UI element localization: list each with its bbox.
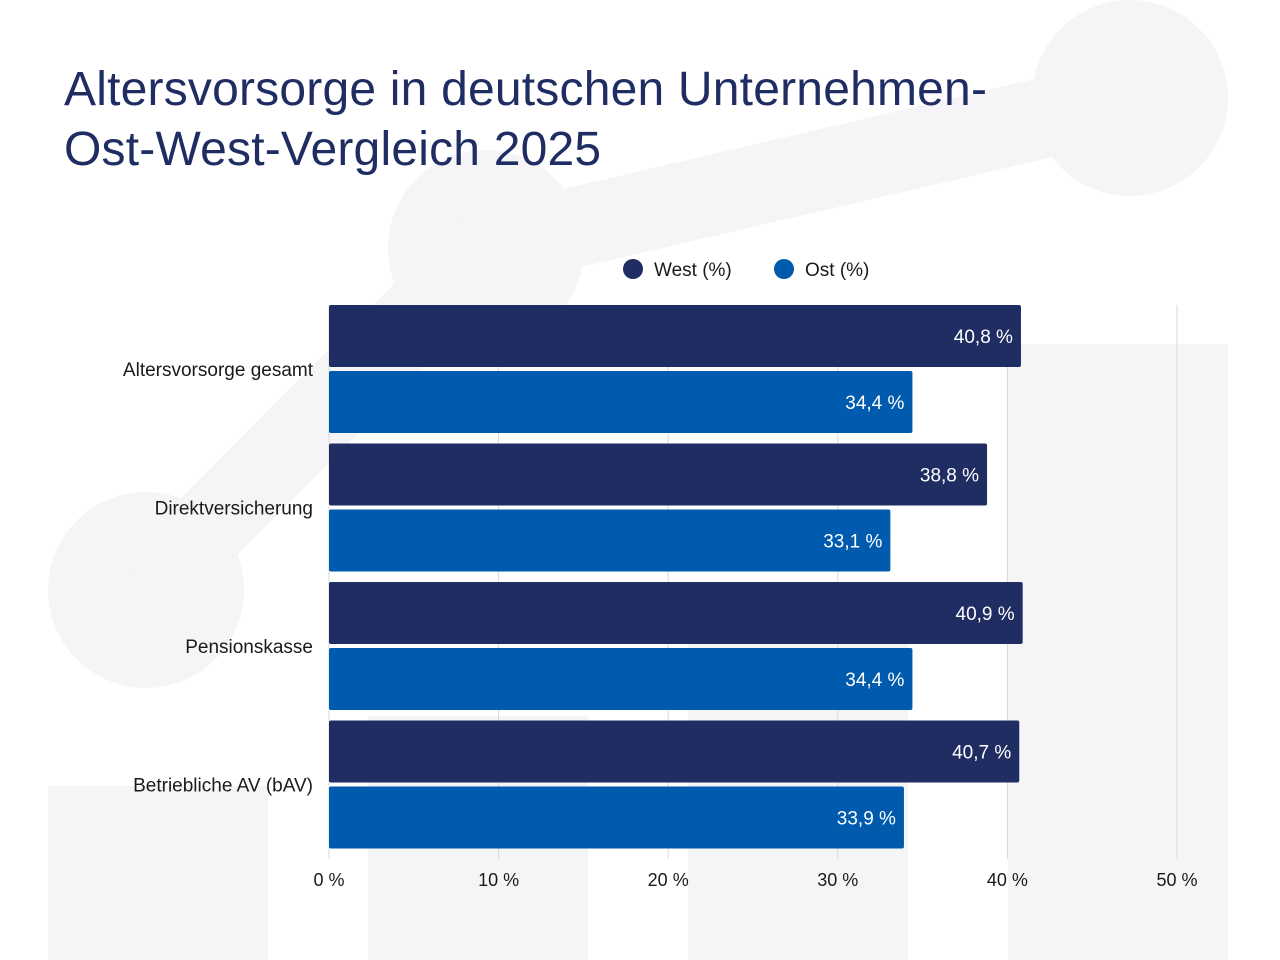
- bar-value-label: 33,9 %: [837, 809, 896, 830]
- legend-label-ost: Ost (%): [805, 260, 869, 281]
- bar-value-label: 40,7 %: [952, 743, 1011, 764]
- bar-value-label: 38,8 %: [920, 466, 979, 487]
- bar-west: [329, 582, 1023, 644]
- bar-value-label: 40,8 %: [954, 327, 1013, 348]
- legend-marker-ost: [774, 259, 794, 279]
- bar-value-label: 34,4 %: [845, 393, 904, 414]
- legend-label-west: West (%): [654, 260, 732, 281]
- bar-ost: [329, 648, 913, 710]
- bar-ost: [329, 509, 891, 572]
- x-tick-label: 50 %: [1156, 870, 1197, 890]
- category-label: Pensionskasse: [185, 637, 313, 658]
- bar-west: [329, 305, 1021, 367]
- x-tick-label: 0 %: [313, 870, 344, 890]
- legend: West (%) Ost (%): [623, 259, 869, 281]
- bar-west: [329, 443, 988, 506]
- x-tick-label: 10 %: [478, 870, 519, 890]
- bar-west: [329, 720, 1020, 783]
- x-tick-label: 40 %: [987, 870, 1028, 890]
- x-axis-tick-labels: 0 % 10 % 20 % 30 % 40 % 50 %: [313, 870, 1197, 890]
- bars: 40,8 % 34,4 % 38,8 % 33,1 % 40,9 % 34,4 % 40,7…: [329, 305, 1023, 849]
- bar-value-label: 34,4 %: [845, 670, 904, 691]
- category-label: Betriebliche AV (bAV): [133, 776, 313, 797]
- x-tick-label: 30 %: [817, 870, 858, 890]
- category-label: Altersvorsorge gesamt: [123, 360, 314, 381]
- chart-title: Altersvorsorge in deutschen Unternehmen-…: [64, 60, 1214, 180]
- chart-title-line-1: Altersvorsorge in deutschen Unternehmen-: [64, 63, 988, 116]
- bar-ost: [329, 371, 913, 433]
- bar-value-label: 40,9 %: [956, 604, 1015, 625]
- bar-ost: [329, 786, 904, 849]
- legend-marker-west: [623, 259, 643, 279]
- category-labels: Altersvorsorge gesamt Direktversicherung P…: [123, 360, 314, 797]
- bar-value-label: 33,1 %: [823, 532, 882, 553]
- x-tick-label: 20 %: [648, 870, 689, 890]
- chart-title-line-2: Ost-West-Vergleich 2025: [64, 123, 602, 176]
- category-label: Direktversicherung: [155, 499, 313, 520]
